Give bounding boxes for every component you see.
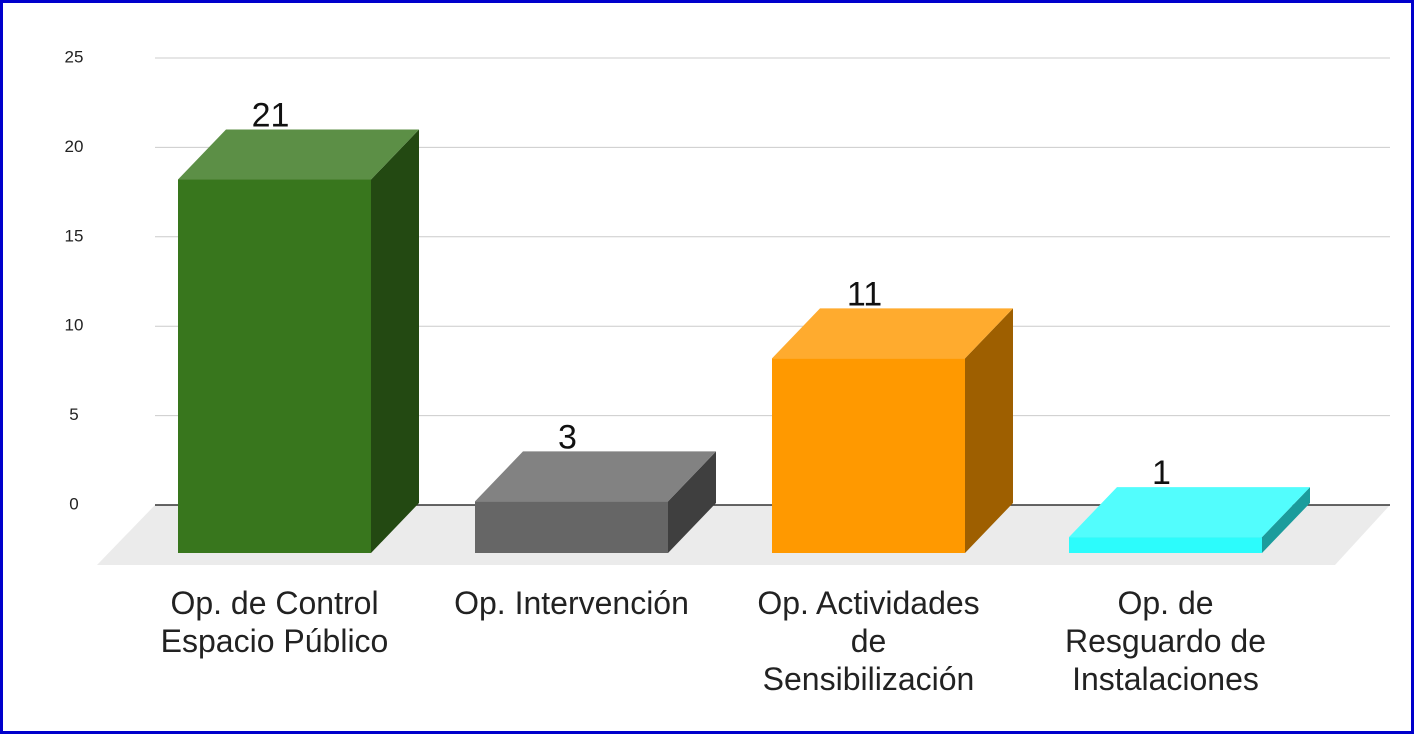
floor xyxy=(97,505,1390,565)
data-label: 21 xyxy=(252,97,290,135)
bar-front xyxy=(178,179,371,553)
y-tick-label: 0 xyxy=(69,494,78,513)
y-tick-label: 15 xyxy=(65,226,84,245)
y-tick-label: 25 xyxy=(65,47,84,66)
x-tick-label: Op. de Control Espacio Público xyxy=(160,585,389,659)
bar-front xyxy=(475,501,668,553)
bar-side xyxy=(965,308,1013,553)
bar-top xyxy=(772,308,1013,359)
y-tick-label: 20 xyxy=(65,137,84,156)
x-tick-label: Op. de Resguardo de Instalaciones xyxy=(1064,585,1267,697)
data-label: 3 xyxy=(558,418,577,456)
bar-top xyxy=(475,451,716,502)
bar-front xyxy=(772,358,965,553)
data-label: 1 xyxy=(1152,454,1171,492)
bar-top xyxy=(1069,487,1310,538)
bar-top xyxy=(178,129,419,180)
x-tick-label: Op. Actividades de Sensibilización xyxy=(757,585,980,697)
bar-side xyxy=(1262,487,1310,553)
bar-side xyxy=(668,451,716,553)
bar-side xyxy=(371,129,419,553)
bar-front xyxy=(1069,537,1262,553)
y-tick-label: 5 xyxy=(69,405,78,424)
data-label: 11 xyxy=(847,275,882,313)
x-tick-label: Op. Intervención xyxy=(454,585,689,621)
y-tick-label: 10 xyxy=(65,316,84,335)
